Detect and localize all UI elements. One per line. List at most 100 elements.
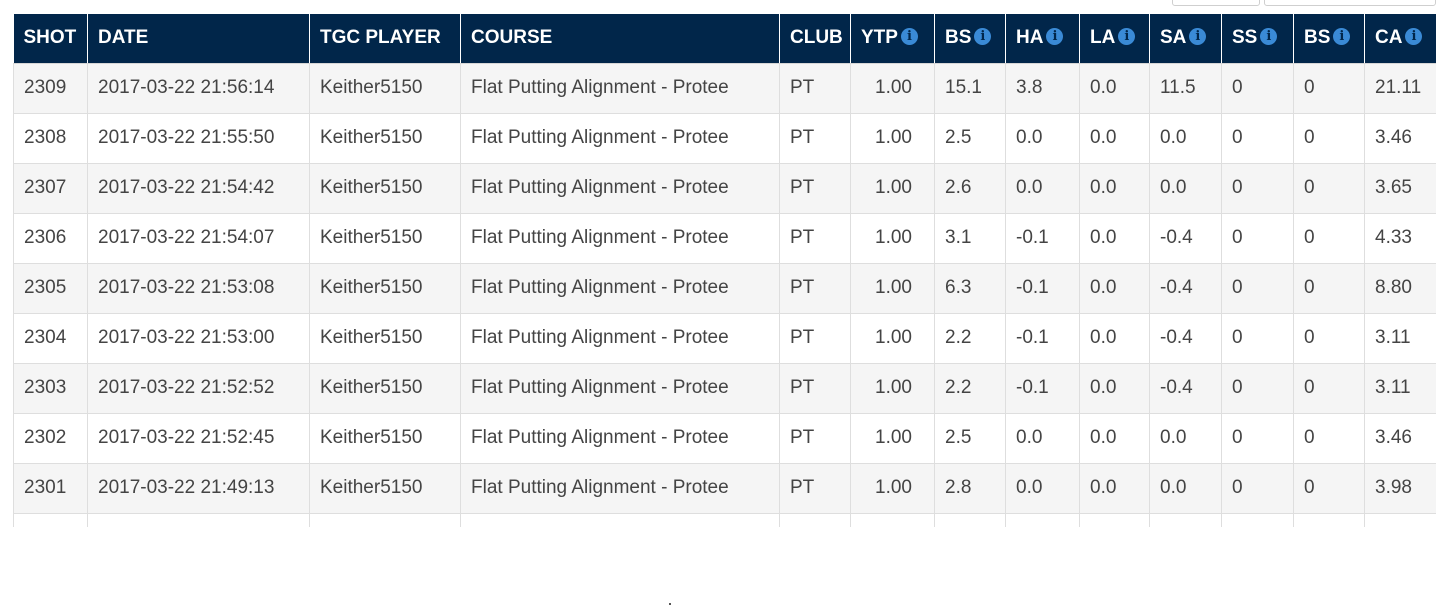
cell-bs: 2.2	[934, 313, 1006, 364]
column-header-shot[interactable]: SHOT	[13, 14, 88, 64]
cell-club: PT	[779, 113, 851, 164]
cell-shot: 2307	[13, 163, 88, 214]
column-header-label: DATE	[98, 27, 149, 49]
table-row[interactable]: 2309 2017-03-22 21:56:14 Keither5150 Flat P…	[13, 63, 1436, 114]
cell-club: PT	[779, 213, 851, 264]
cell-bs2: 0	[1293, 113, 1365, 164]
cell-ytp: 1.00	[850, 163, 935, 214]
column-header-bs2[interactable]: BS i	[1293, 14, 1365, 64]
page-size-select[interactable]	[1172, 0, 1260, 6]
cell-ca: 3.11	[1364, 363, 1436, 414]
cell-course: Flat Putting Alignment - Protee	[460, 263, 780, 314]
column-header-label: SA	[1160, 27, 1187, 49]
cell-bs: 2.5	[934, 413, 1006, 464]
column-header-label: SS	[1232, 27, 1258, 49]
cell-ss: 0	[1221, 463, 1294, 514]
cell-club: PT	[779, 463, 851, 514]
cell-shot: 2308	[13, 113, 88, 164]
info-circle-icon[interactable]: i	[900, 28, 918, 46]
shots-table: SHOT DATE TGC PLAYER COURSE CLUB YTP i BS i HA i LA…	[13, 14, 1436, 527]
column-header-label: LA	[1090, 27, 1116, 49]
info-circle-icon[interactable]: i	[1189, 28, 1207, 46]
cell-player: Keither5150	[309, 213, 461, 264]
column-header-course[interactable]: COURSE	[460, 14, 780, 64]
cell-date: 2017-03-22 21:54:07	[87, 213, 310, 264]
cell-ss: 0	[1221, 163, 1294, 214]
cell-sa: 0.0	[1149, 113, 1222, 164]
cell-ss: 0	[1221, 313, 1294, 364]
column-header-label: SHOT	[23, 27, 77, 49]
cell-la: 0.0	[1079, 213, 1150, 264]
cell-sa: 0.0	[1149, 163, 1222, 214]
cell-bs2: 0	[1293, 413, 1365, 464]
cell-player: Keither5150	[309, 363, 461, 414]
column-header-la[interactable]: LA i	[1079, 14, 1150, 64]
cell-sa: 0.0	[1149, 463, 1222, 514]
table-row[interactable]: 2308 2017-03-22 21:55:50 Keither5150 Flat P…	[13, 113, 1436, 164]
cell-player: Keither5150	[309, 413, 461, 464]
cell-shot: 2301	[13, 463, 88, 514]
cell-bs2: 0	[1293, 213, 1365, 264]
column-header-label: HA	[1016, 27, 1044, 49]
table-row[interactable]: 2301 2017-03-22 21:49:13 Keither5150 Flat P…	[13, 463, 1436, 514]
cell-ca: 3.65	[1364, 163, 1436, 214]
cell-date: 2017-03-22 21:49:13	[87, 463, 310, 514]
cell-ytp: 1.00	[850, 113, 935, 164]
cell-la: 0.0	[1079, 63, 1150, 114]
cell-sa: 0.0	[1149, 413, 1222, 464]
cell-empty	[1221, 513, 1294, 527]
cell-course: Flat Putting Alignment - Protee	[460, 213, 780, 264]
cell-course: Flat Putting Alignment - Protee	[460, 463, 780, 514]
cell-course: Flat Putting Alignment - Protee	[460, 63, 780, 114]
column-header-ha[interactable]: HA i	[1005, 14, 1080, 64]
cell-empty	[460, 513, 780, 527]
cell-ca: 3.98	[1364, 463, 1436, 514]
cell-empty	[1149, 513, 1222, 527]
column-header-ss[interactable]: SS i	[1221, 14, 1294, 64]
table-row[interactable]: 2306 2017-03-22 21:54:07 Keither5150 Flat P…	[13, 213, 1436, 264]
cell-course: Flat Putting Alignment - Protee	[460, 113, 780, 164]
cell-shot: 2306	[13, 213, 88, 264]
cell-bs: 2.2	[934, 363, 1006, 414]
cell-empty	[850, 513, 935, 527]
cell-player: Keither5150	[309, 113, 461, 164]
column-header-sa[interactable]: SA i	[1149, 14, 1222, 64]
cell-date: 2017-03-22 21:54:42	[87, 163, 310, 214]
column-header-label: CA	[1375, 27, 1403, 49]
table-row[interactable]: 2303 2017-03-22 21:52:52 Keither5150 Flat P…	[13, 363, 1436, 414]
info-circle-icon[interactable]: i	[1260, 28, 1278, 46]
column-header-ytp[interactable]: YTP i	[850, 14, 935, 64]
table-row[interactable]: 2304 2017-03-22 21:53:00 Keither5150 Flat P…	[13, 313, 1436, 364]
stray-mark	[669, 603, 671, 605]
column-header-player[interactable]: TGC PLAYER	[309, 14, 461, 64]
cell-bs2: 0	[1293, 263, 1365, 314]
column-header-club[interactable]: CLUB	[779, 14, 851, 64]
table-row[interactable]: 2305 2017-03-22 21:53:08 Keither5150 Flat P…	[13, 263, 1436, 314]
info-circle-icon[interactable]: i	[1046, 28, 1064, 46]
cell-empty	[1079, 513, 1150, 527]
table-row-partial	[13, 513, 1436, 527]
info-circle-icon[interactable]: i	[1333, 28, 1351, 46]
info-circle-icon[interactable]: i	[1118, 28, 1136, 46]
column-header-bs[interactable]: BS i	[934, 14, 1006, 64]
cell-empty	[1293, 513, 1365, 527]
column-header-ca[interactable]: CA i	[1364, 14, 1436, 64]
cell-shot: 2302	[13, 413, 88, 464]
cell-empty	[87, 513, 310, 527]
info-circle-icon[interactable]: i	[1405, 28, 1423, 46]
cell-la: 0.0	[1079, 163, 1150, 214]
cell-player: Keither5150	[309, 313, 461, 364]
cell-ha: -0.1	[1005, 313, 1080, 364]
cell-shot: 2309	[13, 63, 88, 114]
table-row[interactable]: 2302 2017-03-22 21:52:45 Keither5150 Flat P…	[13, 413, 1436, 464]
search-input[interactable]	[1264, 0, 1436, 6]
info-circle-icon[interactable]: i	[974, 28, 992, 46]
table-header: SHOT DATE TGC PLAYER COURSE CLUB YTP i BS i HA i LA…	[13, 14, 1436, 64]
cell-shot: 2305	[13, 263, 88, 314]
table-row[interactable]: 2307 2017-03-22 21:54:42 Keither5150 Flat P…	[13, 163, 1436, 214]
cell-date: 2017-03-22 21:52:52	[87, 363, 310, 414]
cell-la: 0.0	[1079, 363, 1150, 414]
cell-ha: -0.1	[1005, 263, 1080, 314]
cell-ca: 3.46	[1364, 113, 1436, 164]
column-header-date[interactable]: DATE	[87, 14, 310, 64]
